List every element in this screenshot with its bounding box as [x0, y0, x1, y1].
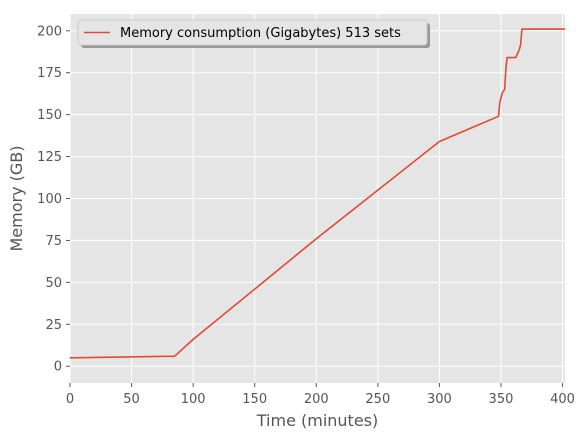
x-tick-label: 100	[181, 392, 206, 407]
y-tick-label: 75	[45, 234, 62, 249]
y-tick-label: 0	[54, 360, 62, 375]
x-tick-label: 200	[304, 392, 329, 407]
grid-lines	[69, 14, 565, 383]
x-tick-label: 50	[123, 392, 140, 407]
y-tick-label: 200	[37, 24, 62, 39]
y-tick-label: 50	[45, 276, 62, 291]
x-tick-label: 350	[489, 392, 514, 407]
y-tick-labels: 0 25 50 75 100 125 150 175 200	[37, 24, 62, 374]
series-layer	[69, 28, 565, 359]
x-axis-label: Time (minutes)	[256, 411, 379, 430]
x-tick-label: 250	[365, 392, 390, 407]
x-tick-label: 400	[550, 392, 575, 407]
x-tick-label: 0	[66, 392, 74, 407]
y-axis-label: Memory (GB)	[7, 145, 26, 251]
legend-box	[77, 19, 428, 46]
tick-marks	[66, 30, 564, 387]
x-tick-labels: 0 50 100 150 200 250 300 350 400	[66, 392, 575, 407]
y-tick-label: 25	[45, 318, 62, 333]
y-tick-label: 125	[37, 150, 62, 165]
legend: Memory consumption (Gigabytes) 513 sets	[77, 19, 430, 48]
y-tick-label: 175	[37, 66, 62, 81]
memory-series-line	[69, 28, 565, 359]
y-tick-label: 150	[37, 108, 62, 123]
x-tick-label: 150	[242, 392, 267, 407]
legend-label: Memory consumption (Gigabytes) 513 sets	[120, 26, 401, 41]
x-tick-label: 300	[427, 392, 452, 407]
y-tick-label: 100	[37, 192, 62, 207]
